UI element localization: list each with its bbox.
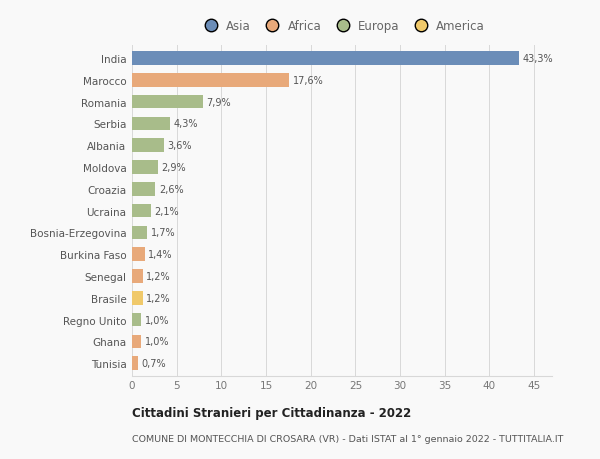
- Bar: [132, 95, 203, 109]
- Legend: Asia, Africa, Europa, America: Asia, Africa, Europa, America: [199, 21, 485, 34]
- Bar: [132, 204, 151, 218]
- Text: 2,1%: 2,1%: [154, 206, 179, 216]
- Text: 3,6%: 3,6%: [168, 141, 192, 151]
- Bar: [132, 335, 141, 348]
- Bar: [132, 74, 289, 87]
- Text: 0,7%: 0,7%: [142, 358, 166, 368]
- Bar: [132, 161, 158, 174]
- Text: 1,2%: 1,2%: [146, 293, 171, 303]
- Text: 4,3%: 4,3%: [174, 119, 199, 129]
- Text: 43,3%: 43,3%: [523, 54, 553, 64]
- Bar: [132, 226, 147, 240]
- Bar: [132, 313, 141, 327]
- Bar: [132, 52, 519, 66]
- Text: 1,4%: 1,4%: [148, 250, 173, 260]
- Bar: [132, 248, 145, 261]
- Text: 1,0%: 1,0%: [145, 315, 169, 325]
- Bar: [132, 118, 170, 131]
- Bar: [132, 357, 138, 370]
- Text: COMUNE DI MONTECCHIA DI CROSARA (VR) - Dati ISTAT al 1° gennaio 2022 - TUTTITALI: COMUNE DI MONTECCHIA DI CROSARA (VR) - D…: [132, 434, 563, 443]
- Text: 1,7%: 1,7%: [151, 228, 175, 238]
- Text: 1,2%: 1,2%: [146, 271, 171, 281]
- Text: Cittadini Stranieri per Cittadinanza - 2022: Cittadini Stranieri per Cittadinanza - 2…: [132, 406, 411, 419]
- Text: 2,6%: 2,6%: [159, 185, 184, 195]
- Text: 7,9%: 7,9%: [206, 97, 231, 107]
- Text: 1,0%: 1,0%: [145, 336, 169, 347]
- Bar: [132, 269, 143, 283]
- Bar: [132, 183, 155, 196]
- Text: 17,6%: 17,6%: [293, 76, 323, 86]
- Bar: [132, 139, 164, 153]
- Text: 2,9%: 2,9%: [161, 162, 186, 173]
- Bar: [132, 291, 143, 305]
